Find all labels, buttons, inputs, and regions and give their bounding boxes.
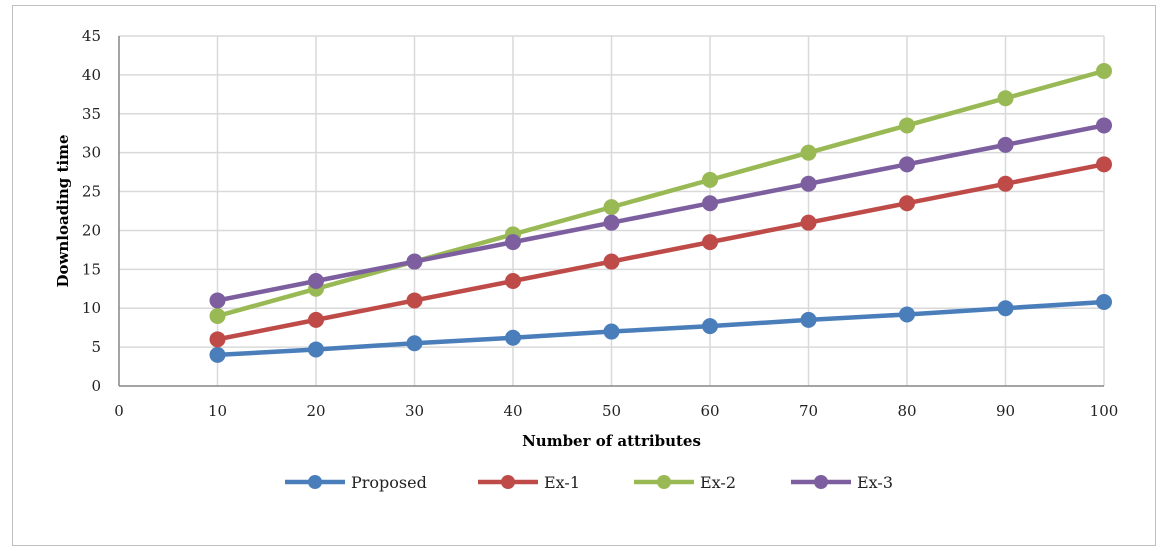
data-point [702,234,718,251]
data-point [1096,117,1112,134]
data-point [603,323,620,340]
data-point [603,253,620,270]
data-point [899,306,915,323]
y-axis-title: Downloading time [54,134,72,287]
legend-item: Ex-2 [634,473,736,492]
legend-item: Ex-1 [478,473,580,492]
y-tick-label: 40 [82,66,101,84]
data-point [308,311,324,328]
data-point [702,171,718,188]
chart-frame [12,5,1156,546]
series-line [217,123,1105,303]
series-proposed [209,294,1112,363]
y-tick-label: 45 [82,27,101,45]
legend-swatch-marker [308,475,322,489]
data-point [603,214,620,231]
data-point [505,329,521,346]
x-tick-label: 100 [1090,402,1119,420]
y-tick-label: 15 [82,260,101,278]
data-point [899,195,915,212]
data-point [1096,63,1112,79]
y-tick-label: 20 [82,221,101,239]
grid [119,35,1105,386]
data-point [209,346,226,363]
y-tick-label: 30 [82,144,101,162]
data-point [800,144,817,161]
x-tick-label: 50 [602,402,621,420]
x-tick-label: 0 [114,402,124,420]
data-point [505,273,521,289]
series-line [216,68,1105,319]
x-tick-label: 80 [897,402,916,420]
legend-label: Ex-2 [700,473,736,492]
y-tick-label: 35 [82,105,101,123]
data-point [209,308,226,324]
legend-item: Proposed [285,473,427,492]
x-axis-title: Number of attributes [522,432,701,450]
series-line [217,299,1105,358]
x-tick-label: 40 [503,402,522,420]
legend-label: Ex-3 [857,473,893,492]
data-point [308,273,324,289]
data-point [1096,156,1112,173]
x-tick-label: 20 [306,402,325,420]
data-point [800,175,817,192]
data-point [899,156,915,173]
data-point [899,117,915,134]
data-point [505,234,521,251]
series-ex-2 [209,63,1112,324]
data-point [603,199,620,216]
data-point [702,195,718,212]
y-tick-label: 25 [82,183,101,201]
series-lines [209,63,1112,363]
series-line [217,162,1105,342]
y-tick-label: 5 [91,338,101,356]
data-point [209,331,226,348]
data-point [702,318,718,335]
legend-swatch-marker [501,475,515,489]
data-point [800,214,817,231]
data-point [406,335,423,352]
legend-item: Ex-3 [791,473,893,492]
data-point [209,292,226,309]
data-point [1096,294,1112,310]
data-point [406,292,423,309]
legend-label: Ex-1 [544,473,580,492]
data-point [800,311,817,328]
data-point [406,253,423,270]
x-tick-label: 60 [700,402,719,420]
legend-swatch-marker [814,475,828,489]
data-point [997,136,1014,153]
axes [118,36,1104,387]
data-point [997,90,1014,107]
x-tick-label: 10 [208,402,227,420]
x-tick-label: 30 [405,402,424,420]
y-tick-label: 0 [91,377,101,395]
legend-label: Proposed [351,473,427,492]
x-tick-label: 90 [996,402,1015,420]
y-tick-label: 10 [82,299,101,317]
data-point [308,341,324,358]
data-point [997,175,1014,192]
series-ex-3 [209,117,1112,309]
data-point [997,300,1014,317]
legend: Proposed Ex-1 Ex-2 Ex-3 [285,473,893,492]
series-ex-1 [209,156,1112,348]
legend-swatch-marker [657,475,671,489]
x-tick-label: 70 [799,402,818,420]
tick-labels: 0 5 10 15 20 25 30 35 40 45 0 10 20 30 40 50 60 70 80 90 100 [82,27,1118,420]
